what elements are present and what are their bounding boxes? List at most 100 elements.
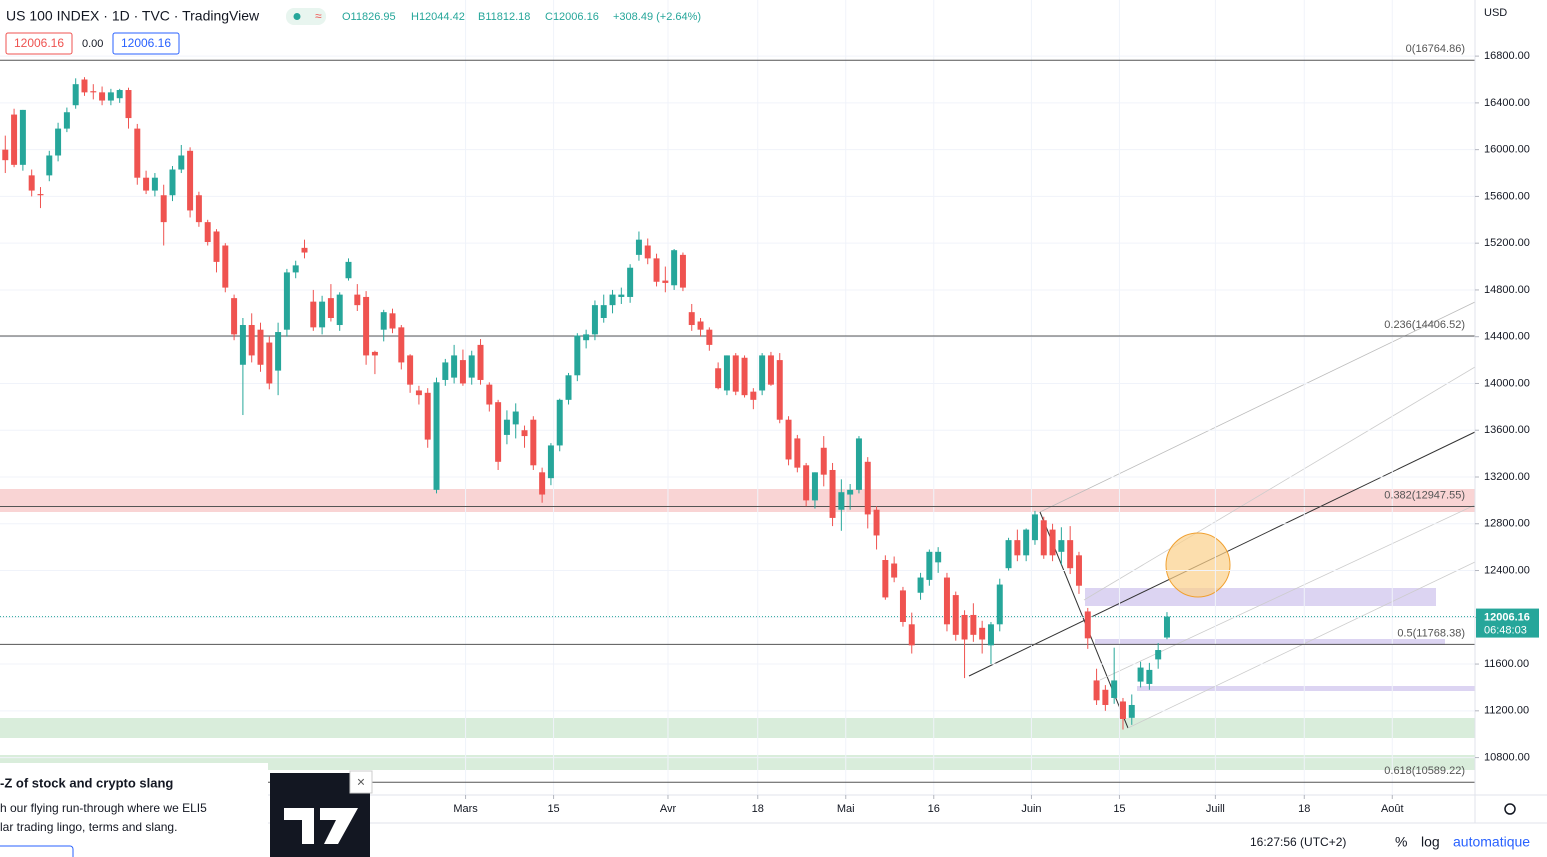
bid-badge: 12006.16 bbox=[14, 36, 64, 50]
candle-body bbox=[882, 560, 889, 598]
support-zone bbox=[0, 755, 1475, 770]
candle-body bbox=[187, 150, 194, 211]
log-button[interactable]: log bbox=[1421, 834, 1440, 850]
candle-body bbox=[451, 355, 458, 378]
candle-body bbox=[1058, 540, 1065, 552]
candle-body bbox=[1040, 520, 1047, 556]
candle-body bbox=[600, 305, 607, 318]
badge bbox=[5, 32, 73, 55]
spread: 0.00 bbox=[82, 38, 103, 50]
candle-body bbox=[759, 355, 766, 391]
candle-body bbox=[125, 90, 132, 119]
channel-line bbox=[1039, 301, 1476, 513]
candle-body bbox=[943, 577, 950, 625]
x-tick-label: Mai bbox=[837, 803, 855, 815]
candle-body bbox=[143, 177, 150, 191]
candle-body bbox=[662, 280, 669, 283]
candle-body bbox=[635, 239, 642, 255]
auto-button[interactable]: automatique bbox=[1453, 834, 1530, 850]
countdown: 06:48:03 bbox=[1484, 624, 1527, 636]
close-icon[interactable]: × bbox=[357, 774, 365, 790]
y-tick-label: 15600.00 bbox=[1484, 190, 1530, 202]
status-pill bbox=[286, 8, 326, 25]
candle-body bbox=[283, 272, 290, 330]
y-tick-label: 12400.00 bbox=[1484, 564, 1530, 576]
clock: 16:27:56 (UTC+2) bbox=[1250, 835, 1346, 849]
x-tick-label: Juill bbox=[1206, 803, 1225, 815]
candle-body bbox=[19, 109, 26, 165]
candle-body bbox=[46, 155, 53, 176]
y-tick-label: 13200.00 bbox=[1484, 471, 1530, 483]
x-tick-label: 18 bbox=[752, 803, 764, 815]
ask-badge: 12006.16 bbox=[121, 36, 171, 50]
candle-body bbox=[231, 298, 238, 335]
channel-line bbox=[1099, 504, 1476, 681]
candle-body bbox=[275, 332, 282, 371]
candle-body bbox=[556, 399, 563, 446]
candle-body bbox=[371, 351, 378, 356]
candle-body bbox=[310, 301, 317, 328]
candle-body bbox=[618, 294, 625, 297]
candle-body bbox=[899, 590, 906, 622]
candle-body bbox=[319, 301, 326, 328]
candle-body bbox=[723, 355, 730, 391]
y-tick-label: 16000.00 bbox=[1484, 144, 1530, 156]
candle-body bbox=[855, 438, 862, 490]
percent-button[interactable]: % bbox=[1395, 834, 1407, 850]
candle-body bbox=[574, 335, 581, 376]
y-tick-label: 11200.00 bbox=[1484, 705, 1529, 717]
candle-body bbox=[794, 438, 801, 468]
candle-body bbox=[1005, 540, 1012, 569]
candle-body bbox=[715, 368, 722, 389]
candle-body bbox=[336, 294, 343, 326]
candle-body bbox=[169, 169, 176, 196]
candle-body bbox=[389, 313, 396, 329]
candle-body bbox=[908, 624, 915, 646]
candle-body bbox=[486, 384, 493, 405]
candle-body bbox=[116, 90, 123, 99]
candle-body bbox=[1163, 616, 1170, 638]
popup-text: lar trading lingo, terms and slang. bbox=[0, 820, 177, 834]
candle-body bbox=[1014, 540, 1021, 556]
support-zone bbox=[0, 718, 1475, 738]
candle-body bbox=[653, 258, 660, 282]
candle-body bbox=[838, 492, 845, 510]
status-dot bbox=[293, 13, 301, 20]
candle-body bbox=[107, 92, 114, 101]
candle-body bbox=[468, 355, 475, 378]
candle-body bbox=[433, 382, 440, 490]
candle-body bbox=[72, 84, 79, 106]
candle-body bbox=[829, 469, 836, 518]
candle-body bbox=[495, 402, 502, 462]
candle-body bbox=[530, 419, 537, 466]
candle-body bbox=[239, 325, 246, 365]
candle-body bbox=[521, 430, 528, 437]
candle-body bbox=[2, 149, 9, 161]
fib-label: 0.236(14406.52) bbox=[1384, 319, 1465, 331]
badge bbox=[112, 32, 180, 55]
x-tick-label: 16 bbox=[928, 803, 940, 815]
logo-mark bbox=[284, 808, 358, 844]
candle-body bbox=[996, 584, 1003, 625]
candle-body bbox=[873, 509, 880, 536]
candle-body bbox=[1023, 529, 1030, 556]
candle-body bbox=[565, 375, 572, 400]
popup-button[interactable] bbox=[0, 845, 74, 857]
currency[interactable]: USD bbox=[1484, 7, 1507, 19]
candle-body bbox=[81, 79, 88, 93]
settings-icon[interactable] bbox=[1504, 803, 1516, 815]
candle-body bbox=[679, 254, 686, 288]
y-tick-label: 14800.00 bbox=[1484, 284, 1530, 296]
highlight-circle bbox=[1165, 532, 1231, 598]
candle-body bbox=[539, 472, 546, 495]
y-tick-label: 15200.00 bbox=[1484, 237, 1530, 249]
fib-label: 0.5(11768.38) bbox=[1397, 627, 1465, 639]
popup-close[interactable] bbox=[349, 770, 373, 794]
y-tick-label: 12800.00 bbox=[1484, 518, 1530, 530]
candle-body bbox=[28, 175, 35, 191]
x-tick-label: 18 bbox=[1298, 803, 1310, 815]
y-tick-label: 14400.00 bbox=[1484, 331, 1530, 343]
ohlc-value: C12006.16 bbox=[545, 11, 599, 23]
ohlc-legend: O11826.95 H12044.42 B11812.18 C12006.16 +308… bbox=[342, 11, 701, 23]
